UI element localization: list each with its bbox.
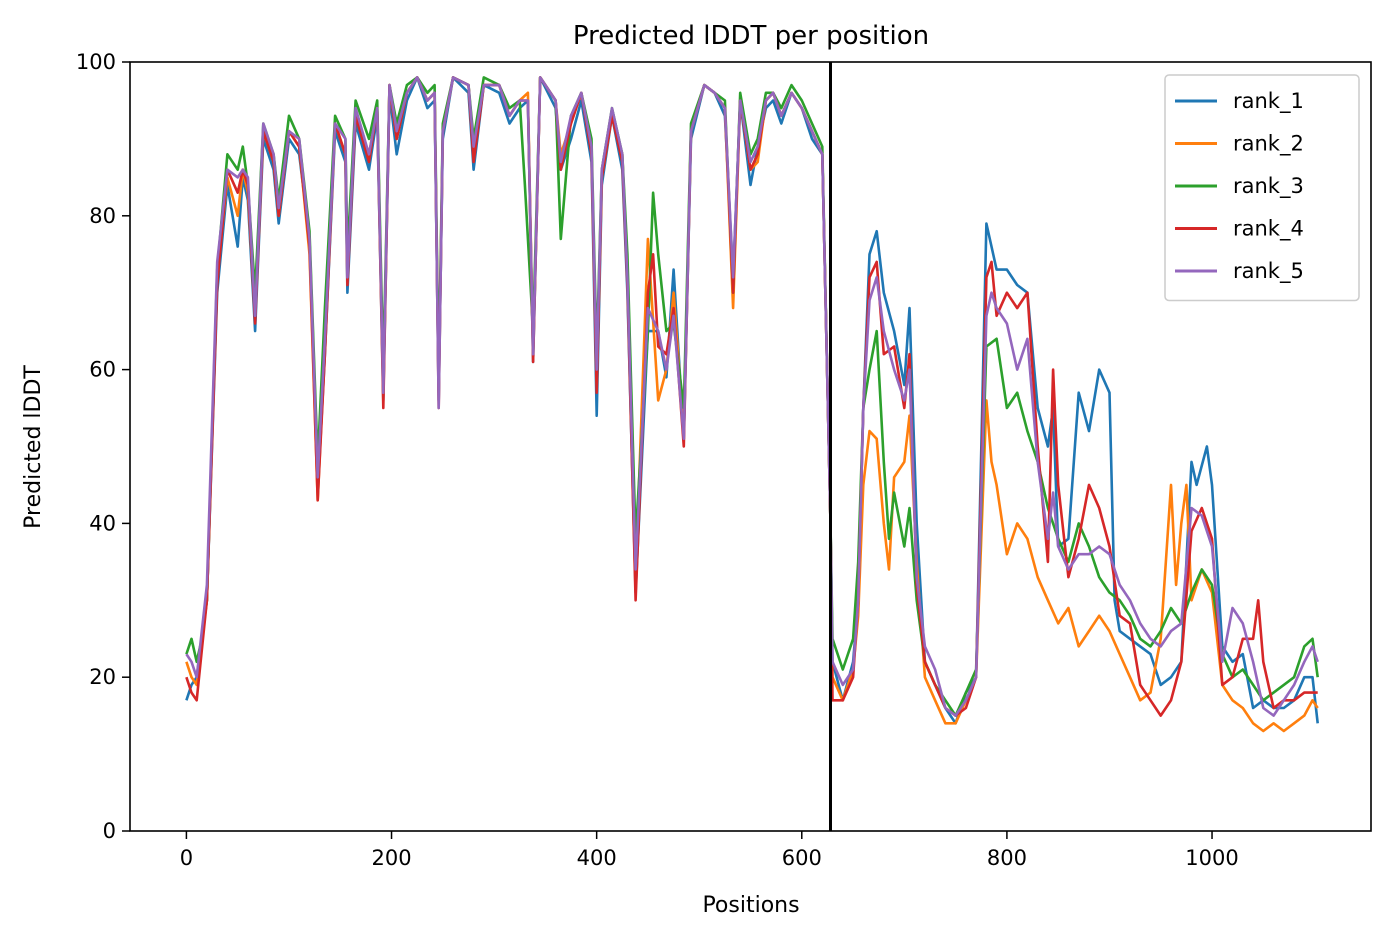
legend-label: rank_3 xyxy=(1233,174,1304,199)
x-tick-label: 0 xyxy=(180,846,193,870)
series-line-rank-5 xyxy=(185,76,1319,717)
x-tick-label: 800 xyxy=(987,846,1027,870)
x-tick-label: 1000 xyxy=(1185,846,1238,870)
legend-label: rank_4 xyxy=(1233,217,1304,242)
y-tick-label: 0 xyxy=(103,819,116,843)
legend-label: rank_1 xyxy=(1233,89,1304,114)
x-axis-ticks: 0 200 400 600 800 1000 xyxy=(180,831,1239,870)
y-tick-label: 100 xyxy=(76,50,116,74)
chart-title: Predicted lDDT per position xyxy=(573,21,929,51)
x-tick-label: 200 xyxy=(371,846,411,870)
legend-label: rank_2 xyxy=(1233,132,1304,157)
x-tick-label: 600 xyxy=(782,846,822,870)
y-tick-label: 60 xyxy=(89,358,116,382)
plot-area xyxy=(129,61,1372,832)
x-axis-label: Positions xyxy=(702,893,799,918)
legend: rank_1 rank_2 rank_3 rank_4 rank_5 xyxy=(1164,74,1360,302)
plot-frame xyxy=(129,61,1372,832)
y-tick-label: 20 xyxy=(89,665,116,689)
x-tick-label: 400 xyxy=(577,846,617,870)
series-layer xyxy=(185,76,1319,733)
y-axis-ticks: 0 20 40 60 80 100 xyxy=(76,50,130,843)
y-tick-label: 80 xyxy=(89,204,116,228)
y-axis-label: Predicted lDDT xyxy=(21,365,46,529)
y-tick-label: 40 xyxy=(89,511,116,535)
legend-items: rank_1 rank_2 rank_3 rank_4 rank_5 xyxy=(1175,89,1304,284)
legend-box xyxy=(1164,74,1360,302)
legend-label: rank_5 xyxy=(1233,259,1304,284)
series-line-rank-1 xyxy=(185,76,1319,725)
